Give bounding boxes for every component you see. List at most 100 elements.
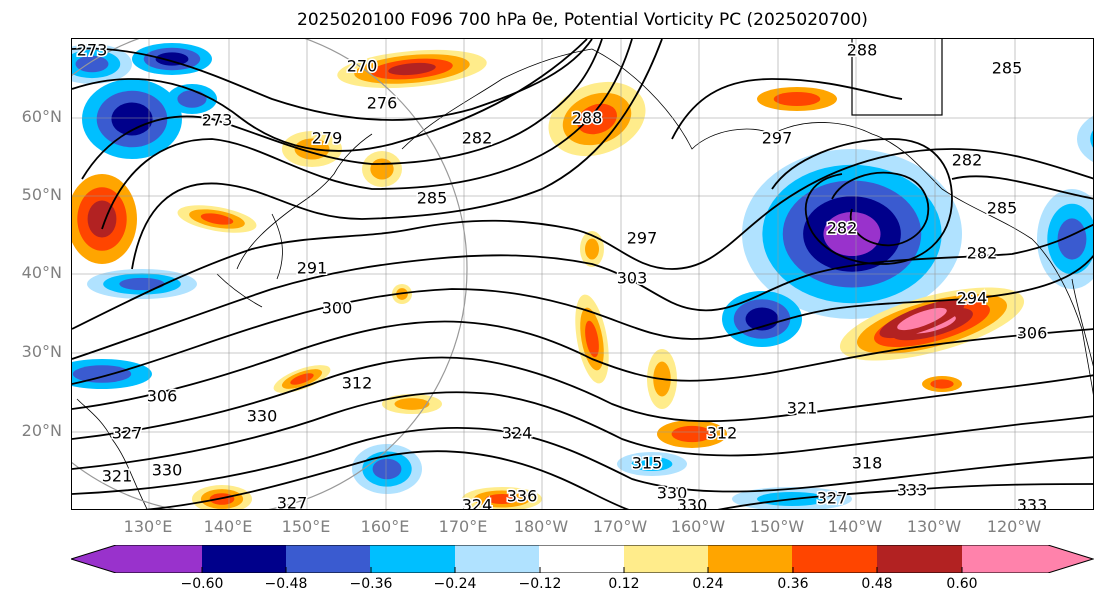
colorbar-bin-4 bbox=[455, 545, 540, 573]
lon-label-180w: 180°W bbox=[513, 517, 569, 536]
contour-label-layer: 273 270 276 288 273 279 282 285 291 300 297 303 297 2… bbox=[75, 39, 1049, 511]
pv-shading-patch bbox=[370, 158, 394, 180]
colorbar-bin-0 bbox=[71, 545, 202, 573]
contour-value-label: 273 bbox=[77, 41, 108, 60]
pv-shading-patch bbox=[631, 457, 673, 471]
lon-label-170e: 170°E bbox=[438, 517, 488, 536]
lon-label-130e: 130°E bbox=[123, 517, 173, 536]
contour-value-label: 285 bbox=[987, 199, 1018, 218]
theta-e-contour bbox=[81, 39, 603, 180]
contour-value-label: 306 bbox=[1017, 324, 1048, 343]
colorbar-bin-6 bbox=[624, 545, 709, 573]
pv-shading-patch bbox=[119, 277, 165, 291]
theta-e-contour-layer bbox=[72, 39, 1093, 509]
pv-shading-patch bbox=[388, 62, 436, 76]
theta-e-contour bbox=[144, 450, 630, 509]
colorbar-tick-label: 0.12 bbox=[608, 576, 640, 592]
contour-value-label: 297 bbox=[627, 229, 658, 248]
contour-value-label: 288 bbox=[572, 109, 603, 128]
colorbar-tick-label: −0.36 bbox=[349, 576, 393, 592]
coastline bbox=[76, 398, 148, 509]
colorbar-tick-label: −0.12 bbox=[518, 576, 562, 592]
colorbar-tick-label: −0.60 bbox=[180, 576, 224, 592]
theta-e-contour bbox=[717, 483, 1093, 509]
pv-shading-patch bbox=[1090, 130, 1093, 148]
contour-value-label: 288 bbox=[847, 41, 878, 60]
theta-e-contour bbox=[72, 320, 1093, 410]
theta-e-contour bbox=[72, 391, 1093, 470]
colorbar-bin-9 bbox=[877, 545, 962, 573]
pv-shading-patch bbox=[1077, 116, 1093, 162]
lon-label-170w: 170°W bbox=[592, 517, 648, 536]
region-box bbox=[851, 39, 943, 116]
lon-label-120w: 120°W bbox=[986, 517, 1042, 536]
pv-shading-patch bbox=[72, 365, 132, 383]
colorbar-bin-10 bbox=[962, 545, 1093, 573]
colorbar-tick-label: 0.36 bbox=[777, 576, 809, 592]
contour-value-label: 300 bbox=[322, 299, 353, 318]
pv-shading-patch bbox=[394, 398, 430, 410]
colorbar-bin-7 bbox=[708, 545, 793, 573]
lon-label-150w: 150°W bbox=[749, 517, 805, 536]
contour-value-label: 270 bbox=[347, 57, 378, 76]
contour-value-label: 327 bbox=[112, 424, 143, 443]
coastline-layer bbox=[76, 48, 1093, 509]
contour-value-label: 312 bbox=[342, 374, 373, 393]
map-title: 2025020100 F096 700 hPa θe, Potential Vo… bbox=[297, 10, 868, 30]
theta-e-contour bbox=[101, 39, 633, 230]
colorbar-tick-label: 0.48 bbox=[861, 576, 893, 592]
pv-shading-patch bbox=[773, 92, 821, 106]
contour-value-label: 333 bbox=[897, 481, 928, 500]
contour-value-label: 324 bbox=[502, 424, 533, 443]
contour-value-label: 282 bbox=[827, 219, 858, 238]
lat-label-50n: 50°N bbox=[21, 185, 62, 204]
pv-shading-patch bbox=[372, 458, 402, 480]
pv-shading-patch bbox=[930, 379, 954, 389]
contour-value-label: 324 bbox=[462, 496, 493, 511]
colorbar-tick-label: −0.24 bbox=[433, 576, 477, 592]
colorbar-bin-2 bbox=[286, 545, 371, 573]
lon-label-140w: 140°W bbox=[827, 517, 883, 536]
theta-e-contour bbox=[72, 39, 593, 121]
lon-label-160e: 160°E bbox=[360, 517, 410, 536]
contour-value-label: 276 bbox=[367, 94, 398, 113]
coastline bbox=[271, 213, 283, 280]
colorbar-bin-8 bbox=[792, 545, 878, 573]
theta-e-contour bbox=[72, 426, 1093, 495]
colorbar-tick-label: 0.24 bbox=[692, 576, 724, 592]
contour-value-label: 282 bbox=[462, 129, 493, 148]
contour-value-label: 321 bbox=[787, 399, 818, 418]
contour-value-label: 336 bbox=[507, 487, 538, 506]
coastline bbox=[401, 48, 593, 150]
pv-shading-patch bbox=[111, 102, 153, 136]
pv-shading-patch bbox=[585, 320, 599, 358]
colorbar-bin-1 bbox=[202, 545, 287, 573]
colorbar-bin-5 bbox=[539, 545, 625, 573]
map-plot-area: 273 270 276 288 273 279 282 285 291 300 297 303 297 2… bbox=[71, 38, 1094, 510]
contour-value-label: 312 bbox=[707, 424, 738, 443]
theta-e-contour bbox=[72, 39, 588, 152]
contour-value-label: 294 bbox=[957, 289, 988, 308]
contour-value-label: 318 bbox=[852, 454, 883, 473]
pv-shading-patch bbox=[75, 55, 109, 73]
coastline bbox=[216, 273, 263, 308]
theta-e-contour bbox=[771, 138, 953, 265]
projection-circle bbox=[72, 39, 468, 509]
graticule-layer bbox=[72, 39, 1093, 509]
theta-e-contour bbox=[72, 254, 1093, 385]
colorbar-bin-3 bbox=[370, 545, 456, 573]
pv-shading-patch bbox=[1057, 218, 1087, 260]
contour-value-label: 327 bbox=[817, 489, 848, 508]
pv-colorbar bbox=[71, 545, 1094, 573]
pv-shading-patch bbox=[823, 211, 881, 257]
coastline bbox=[1071, 278, 1093, 367]
pv-shading-patch bbox=[200, 213, 234, 225]
lat-label-40n: 40°N bbox=[21, 263, 62, 282]
lat-label-30n: 30°N bbox=[21, 342, 62, 361]
pv-shading-patch bbox=[485, 494, 519, 504]
map-canvas: 273 270 276 288 273 279 282 285 291 300 297 303 297 2… bbox=[72, 39, 1093, 511]
theta-e-contour bbox=[951, 175, 1093, 200]
contour-value-label: 333 bbox=[1017, 496, 1048, 511]
theta-e-contour bbox=[72, 148, 1093, 330]
contour-value-label: 321 bbox=[102, 467, 133, 486]
